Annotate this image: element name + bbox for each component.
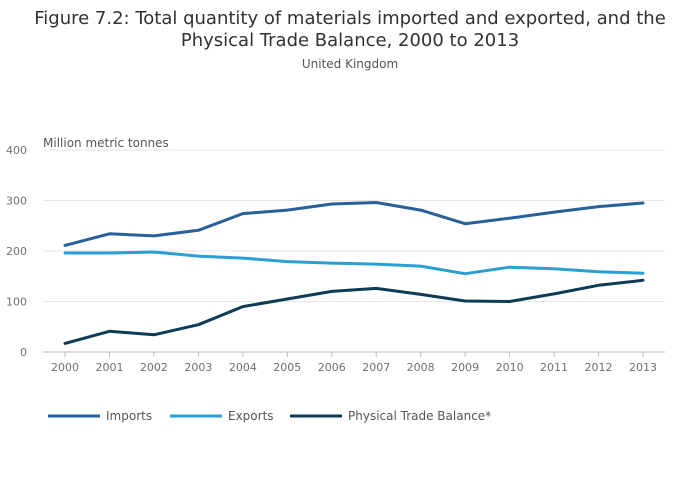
x-tick-label: 2008 [407,361,435,374]
x-tick-label: 2013 [629,361,657,374]
legend-label: Exports [228,409,274,423]
chart-title: Figure 7.2: Total quantity of materials … [0,8,700,52]
legend-item: Imports [48,409,152,423]
x-tick-label: 2004 [229,361,257,374]
y-tick-label: 300 [6,195,27,208]
gridlines [43,149,665,302]
legend-label: Physical Trade Balance* [348,409,491,423]
x-tick-label: 2012 [585,361,613,374]
legend: Imports Exports Physical Trade Balance* [48,409,491,423]
x-tick-label: 2010 [496,361,524,374]
x-tick-label: 2006 [318,361,346,374]
x-tick-label: 2003 [184,361,212,374]
x-tick-label: 2007 [362,361,390,374]
x-tick-label: 2001 [95,361,123,374]
legend-item: Physical Trade Balance* [290,409,491,423]
series-lines [63,201,645,345]
y-tick-label: 400 [6,144,27,157]
series-line-physical-trade-balance [63,278,645,345]
x-tick-label: 2011 [540,361,568,374]
y-axis-title: Million metric tonnes [43,136,169,150]
y-tick-label: 100 [6,296,27,309]
x-tick-label: 2005 [273,361,301,374]
y-tick-label: 0 [20,346,27,359]
x-tick-label: 2002 [140,361,168,374]
chart-title-line-1: Figure 7.2: Total quantity of materials … [34,8,666,29]
legend-item: Exports [170,409,274,423]
x-tick-label: 2000 [51,361,79,374]
series-line-exports [63,250,645,276]
y-tick-label: 200 [6,245,27,258]
chart-subtitle: United Kingdom [301,57,399,71]
legend-label: Imports [106,409,152,423]
axes: 0 100 200 300 400 2000 2001 2002 2003 2004 2005 200… [6,144,665,374]
chart-title-line-2: Physical Trade Balance, 2000 to 2013 [180,30,520,51]
x-tick-label: 2009 [451,361,479,374]
series-line-imports [63,201,645,247]
